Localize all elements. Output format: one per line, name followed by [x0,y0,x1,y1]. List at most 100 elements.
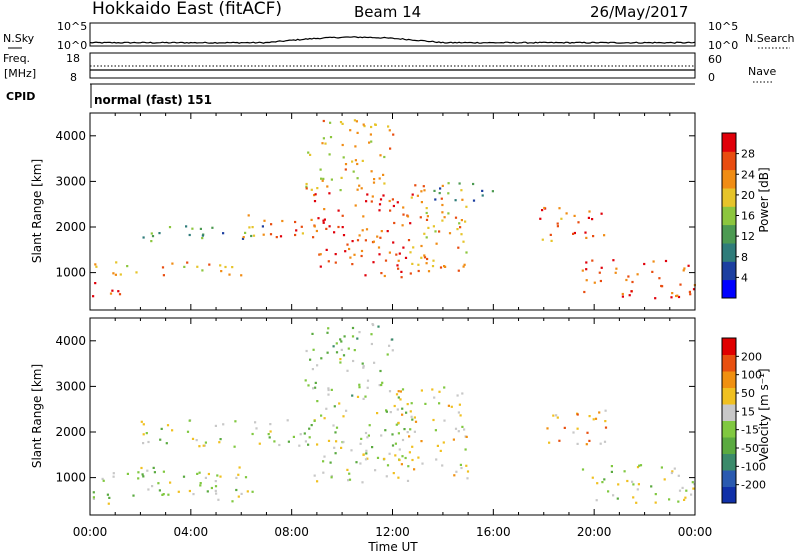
data-cell [426,257,429,261]
data-cell [592,418,595,421]
data-cell [420,256,423,259]
data-cell [584,231,587,234]
data-cell [108,496,111,499]
colorbar-tick-label: 50 [741,387,755,400]
data-cell [208,263,211,266]
data-cell [351,160,354,163]
data-cell [388,452,391,455]
data-cell [380,230,383,233]
data-cell [316,400,319,403]
data-cell [378,384,381,387]
data-cell [335,426,339,429]
data-cell [447,404,450,407]
data-cell [328,153,331,156]
data-cell [325,407,328,410]
data-cell [348,472,351,475]
data-cell [401,455,404,458]
data-cell [401,224,404,227]
data-cell [383,457,386,460]
nave-label: Nave [748,65,776,78]
data-cell [344,250,347,253]
data-cell [312,236,315,239]
data-cell [152,466,155,469]
data-cell [101,477,104,480]
data-cell [587,216,590,219]
data-cell [356,239,360,242]
data-cell [238,466,241,469]
data-cell [368,424,371,427]
data-cell [211,226,214,229]
data-cell [541,238,544,241]
data-cell [166,424,170,427]
data-cell [252,234,256,237]
data-cell [329,461,332,464]
data-cell [195,439,198,442]
data-cell [460,233,463,236]
data-cell [410,402,413,405]
data-cell [137,471,140,474]
data-cell [439,266,443,269]
data-cell [171,262,174,265]
data-cell [457,411,460,414]
data-cell [585,443,588,446]
data-cell [464,220,467,223]
data-cell [153,471,156,474]
data-cell [693,483,696,486]
data-cell [681,486,684,489]
data-cell [254,421,257,424]
data-cell [168,226,172,229]
data-cell [340,340,343,343]
colorbar-segment [722,133,736,152]
data-cell [186,430,190,433]
data-cell [320,177,323,180]
data-cell [604,409,607,412]
data-cell [397,432,400,435]
data-cell [346,468,349,471]
data-cell [361,229,364,232]
data-cell [315,229,318,233]
data-cell [118,293,122,296]
colorbar-tick-label: 20 [741,189,755,202]
data-cell [334,261,337,264]
data-cell [420,389,423,392]
data-cell [603,234,606,237]
data-cell [395,423,398,426]
data-cell [217,498,220,501]
beam-title: Beam 14 [354,3,421,21]
data-cell [443,386,446,389]
data-cell [158,232,161,235]
data-cell [261,225,264,228]
data-cell [588,210,591,213]
data-cell [639,464,643,467]
data-cell [327,388,330,392]
data-cell [583,290,586,294]
data-cell [339,361,342,364]
data-cell [556,416,559,419]
data-cell [447,192,450,195]
data-cell [385,410,388,413]
data-cell [419,216,422,219]
data-cell [183,265,186,268]
data-cell [363,125,366,128]
data-cell [329,136,333,139]
data-cell [396,201,399,204]
data-cell [262,233,265,236]
data-cell [423,256,427,259]
data-cell [676,294,679,297]
data-cell [392,133,395,136]
data-cell [305,185,308,188]
data-cell [638,464,641,467]
data-cell [393,404,396,408]
data-cell [671,292,674,295]
data-cell [348,478,352,481]
data-cell [384,429,387,432]
colorbar-segment [722,453,736,471]
data-cell [196,472,199,475]
data-cell [432,418,435,422]
data-cell [198,471,201,474]
time-tick-label: 16:00 [476,525,511,539]
data-cell [459,463,462,466]
data-cell [577,221,580,224]
colorbar-tick-label: 24 [741,168,755,181]
data-cell [322,177,325,180]
